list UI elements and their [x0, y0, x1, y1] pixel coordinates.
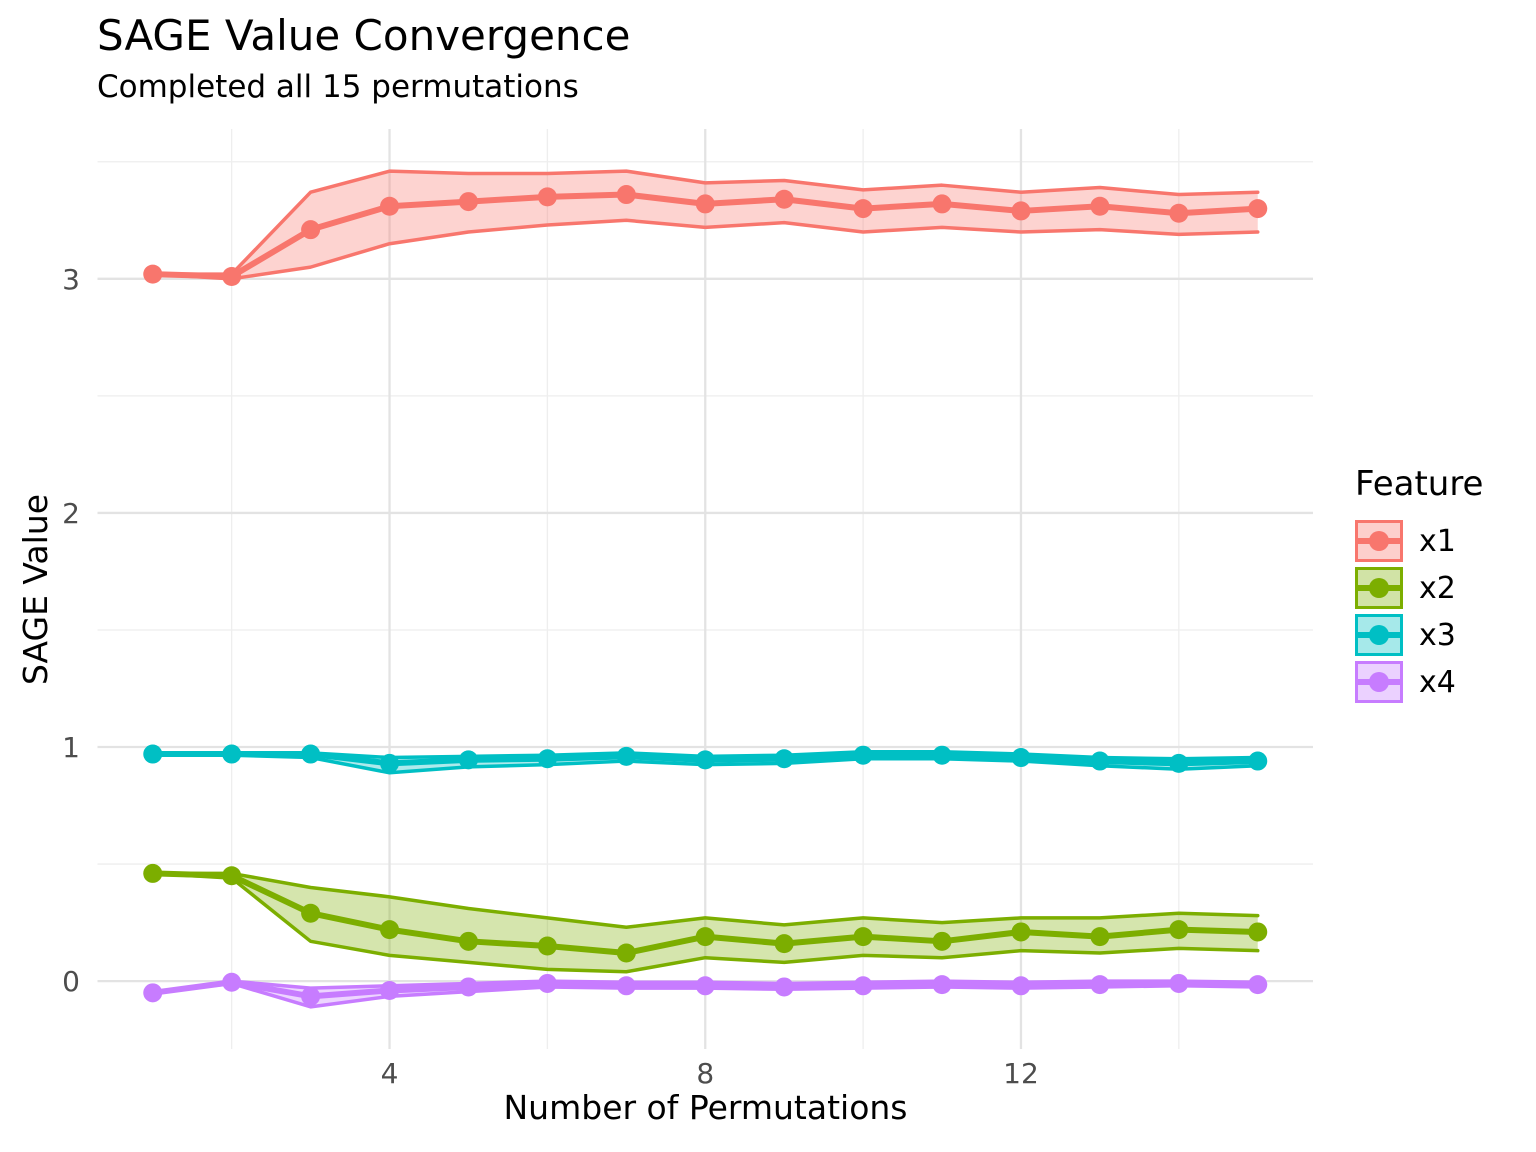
legend-key-dot: [1369, 531, 1389, 551]
point-x4-7: [616, 976, 636, 996]
point-x1-7: [616, 185, 636, 205]
x-tick-label: 4: [381, 1057, 399, 1090]
point-x2-10: [853, 927, 873, 947]
legend-key-dot: [1369, 578, 1389, 598]
point-x3-8: [695, 750, 715, 770]
legend-key-x1-icon: [1355, 520, 1403, 562]
point-x1-12: [1011, 201, 1031, 221]
point-x2-14: [1169, 920, 1189, 940]
point-x4-8: [695, 976, 715, 996]
point-x3-6: [537, 749, 557, 769]
point-x1-5: [458, 192, 478, 212]
point-x2-8: [695, 927, 715, 947]
legend-items: x1 x2 x3 x4: [1355, 520, 1483, 703]
point-x3-12: [1011, 748, 1031, 768]
legend-key-x2-icon: [1355, 567, 1403, 609]
point-x4-3: [301, 986, 321, 1006]
point-x1-8: [695, 194, 715, 214]
x-axis-title: Number of Permutations: [503, 1088, 908, 1127]
legend-label: x2: [1419, 570, 1456, 606]
legend-key-x3-icon: [1355, 614, 1403, 656]
chart-subtitle: Completed all 15 permutations: [97, 69, 579, 105]
point-x1-14: [1169, 203, 1189, 223]
point-x1-1: [143, 264, 163, 284]
y-tick-label: 3: [62, 263, 80, 296]
point-x2-7: [616, 943, 636, 963]
point-x4-5: [458, 977, 478, 997]
point-x3-10: [853, 745, 873, 765]
point-x1-10: [853, 199, 873, 219]
point-x3-4: [380, 753, 400, 773]
y-tick-label: 2: [62, 497, 80, 530]
point-x3-11: [932, 745, 952, 765]
y-tick-label: 0: [62, 965, 80, 998]
point-x2-15: [1248, 922, 1268, 942]
legend-key-dot: [1369, 672, 1389, 692]
point-x4-2: [222, 972, 242, 992]
point-x1-9: [774, 189, 794, 209]
legend-title: Feature: [1355, 464, 1484, 504]
ribbon-lower-edge-x1: [151, 218, 1260, 281]
point-x3-1: [143, 744, 163, 764]
point-x2-2: [222, 866, 242, 886]
point-x1-2: [222, 266, 242, 286]
point-x1-15: [1248, 199, 1268, 219]
point-x4-13: [1090, 975, 1110, 995]
point-x1-4: [380, 196, 400, 216]
point-x2-4: [380, 920, 400, 940]
legend-key-dot: [1369, 625, 1389, 645]
legend-item-x2: x2: [1355, 567, 1483, 609]
point-x4-1: [143, 983, 163, 1003]
ribbon-upper-edge-x1: [151, 169, 1260, 276]
legend-key-x4-icon: [1355, 661, 1403, 703]
point-x4-6: [537, 973, 557, 993]
legend-item-x3: x3: [1355, 614, 1483, 656]
legend-label: x3: [1419, 617, 1456, 653]
legend-label: x4: [1419, 664, 1456, 700]
point-x2-1: [143, 863, 163, 883]
legend-item-x4: x4: [1355, 661, 1483, 703]
point-x3-9: [774, 749, 794, 769]
point-x4-4: [380, 980, 400, 1000]
point-x4-11: [932, 975, 952, 995]
point-x4-10: [853, 976, 873, 996]
ribbon-x2: [152, 873, 1258, 972]
chart-title: SAGE Value Convergence: [97, 11, 631, 60]
legend: Feature x1 x2 x3 x4: [1355, 464, 1483, 703]
point-x2-6: [537, 936, 557, 956]
point-x3-7: [616, 746, 636, 766]
x-tick-label: 12: [1003, 1057, 1039, 1090]
point-x3-13: [1090, 751, 1110, 771]
point-x3-5: [458, 750, 478, 770]
point-x4-15: [1248, 975, 1268, 995]
y-tick-label: 1: [62, 731, 80, 764]
point-x4-14: [1169, 973, 1189, 993]
point-x2-9: [774, 934, 794, 954]
ribbon-x1: [152, 171, 1258, 279]
point-x3-14: [1169, 753, 1189, 773]
point-x4-9: [774, 977, 794, 997]
point-x3-2: [222, 744, 242, 764]
point-x4-12: [1011, 976, 1031, 996]
point-x2-13: [1090, 927, 1110, 947]
point-x3-3: [301, 744, 321, 764]
y-axis-title-text: SAGE Value: [16, 493, 56, 685]
point-x2-12: [1011, 922, 1031, 942]
x-tick-label: 8: [696, 1057, 714, 1090]
point-x1-13: [1090, 196, 1110, 216]
point-x2-5: [458, 931, 478, 951]
point-x1-11: [932, 194, 952, 214]
point-x2-3: [301, 903, 321, 923]
point-x1-6: [537, 187, 557, 207]
point-x2-11: [932, 931, 952, 951]
legend-item-x1: x1: [1355, 520, 1483, 562]
ribbon-upper-edge-x2: [151, 871, 1260, 930]
ribbon-lower-edge-x2: [151, 871, 1260, 974]
legend-label: x1: [1419, 523, 1456, 559]
point-x1-3: [301, 220, 321, 240]
point-x3-15: [1248, 751, 1268, 771]
